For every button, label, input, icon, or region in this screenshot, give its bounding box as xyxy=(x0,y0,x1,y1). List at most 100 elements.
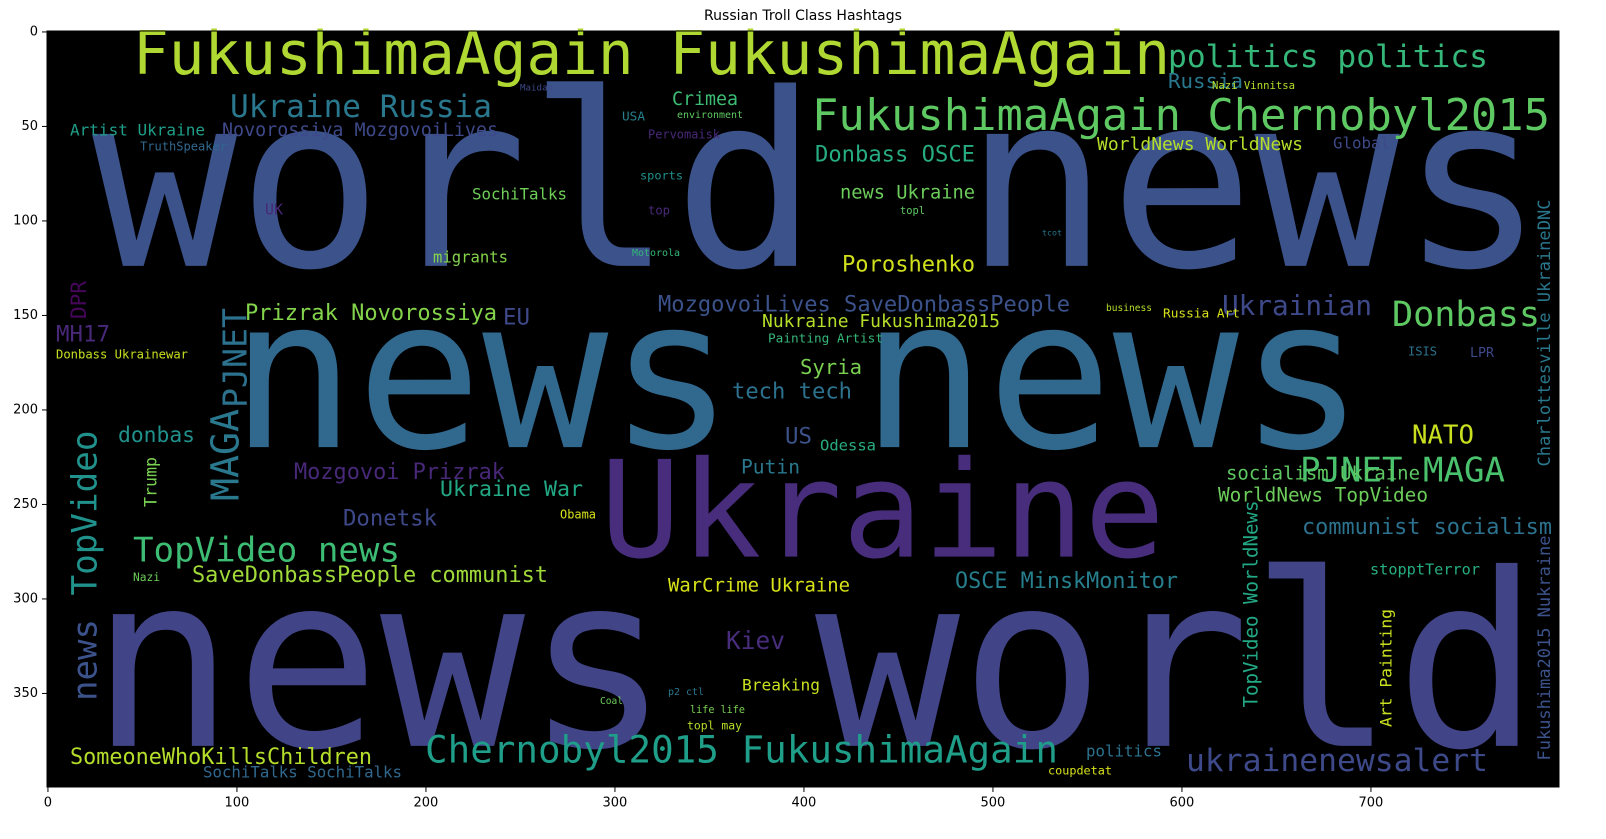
word: Painting Artist xyxy=(768,331,883,346)
x-tick-label: 300 xyxy=(603,796,628,811)
y-tick-label: 100 xyxy=(13,213,38,228)
x-tick-label: 400 xyxy=(792,796,817,811)
x-tick-label: 100 xyxy=(225,796,250,811)
word: Coal xyxy=(600,696,623,707)
word: Russia xyxy=(1168,69,1243,93)
y-tick-label: 300 xyxy=(13,591,38,606)
word: Syria xyxy=(800,355,862,379)
word: TruthSpeaker xyxy=(140,140,227,154)
word: TopVideo WorldNews xyxy=(1240,501,1263,708)
word: stopptTerror xyxy=(1370,561,1480,579)
word: MH17 xyxy=(56,322,110,348)
word: ukrainenewsalert xyxy=(1186,743,1488,779)
word: US xyxy=(785,424,812,450)
x-tick-label: 500 xyxy=(981,796,1006,811)
word: politics xyxy=(1086,742,1162,761)
word: MozgovoiLives SaveDonbassPeople xyxy=(658,292,1070,318)
word: EU xyxy=(503,305,530,331)
word: business xyxy=(1106,303,1152,314)
chart-title: Russian Troll Class Hashtags xyxy=(704,8,902,24)
word: SomeoneWhoKillsChildren xyxy=(70,745,372,770)
word: SaveDonbassPeople communist xyxy=(192,563,548,588)
word: Mozgovoi Prizrak xyxy=(294,460,505,485)
word: life life xyxy=(690,705,745,716)
word: news Ukraine xyxy=(840,183,975,204)
word: news news xyxy=(230,254,1365,497)
word: world news xyxy=(92,42,1545,323)
word: communist socialism xyxy=(1302,515,1552,540)
y-tick-label: 350 xyxy=(13,686,38,701)
word: UK xyxy=(265,201,283,219)
word: Ukraine Russia xyxy=(230,89,492,125)
word: top xyxy=(648,204,670,218)
word: Artist Ukraine xyxy=(70,121,205,140)
word: Ukraine xyxy=(600,433,1165,589)
y-tick-label: 250 xyxy=(13,497,38,512)
word: Poroshenko xyxy=(842,252,975,278)
word: news world xyxy=(90,522,1540,803)
word: sports xyxy=(640,169,683,183)
word: OSCE MinskMonitor xyxy=(955,569,1178,594)
word: WarCrime Ukraine xyxy=(668,575,850,597)
word: Charlottesville UkraineDNC xyxy=(1535,200,1555,467)
word: FukushimaAgain FukushimaAgain xyxy=(133,20,1170,89)
word: PJNET MAGA xyxy=(1300,451,1505,491)
word: topl may xyxy=(687,719,742,733)
x-tick-label: 0 xyxy=(44,796,52,811)
word: WorldNews TopVideo xyxy=(1218,484,1428,507)
y-tick-label: 200 xyxy=(13,402,38,417)
word: migrants xyxy=(433,249,508,267)
word: TopVideo news xyxy=(133,531,400,571)
word: topl xyxy=(900,205,925,217)
word: socialism Ukraine xyxy=(1226,463,1420,485)
word: Trump xyxy=(142,457,161,507)
word: Nazi Vinnitsa xyxy=(1212,80,1295,92)
word: WorldNews WorldNews xyxy=(1097,134,1303,155)
x-tick-label: 700 xyxy=(1359,796,1384,811)
word: Obama xyxy=(560,508,596,522)
word: coupdetat xyxy=(1048,764,1112,778)
word: Breaking xyxy=(742,676,820,695)
word: Motorola xyxy=(632,248,680,259)
axes-frame xyxy=(46,30,1560,788)
word: Ukrainian xyxy=(1222,289,1372,322)
word: Pervomaisk xyxy=(648,128,721,142)
word: Global xyxy=(1333,134,1390,153)
word: Maidan xyxy=(520,84,553,94)
word: Donbass Ukrainewar xyxy=(56,348,188,362)
word: donbas xyxy=(118,423,195,448)
x-tick-label: 200 xyxy=(414,796,439,811)
y-tick-label: 50 xyxy=(21,119,38,134)
word: ISIS xyxy=(1408,345,1437,359)
word: DPR xyxy=(67,281,91,319)
word: Novorossiya MozgovoiLives xyxy=(222,120,498,141)
word: SochiTalks xyxy=(472,185,567,204)
word: Russia Art xyxy=(1163,307,1240,322)
y-tick-label: 150 xyxy=(13,308,38,323)
image-background xyxy=(47,31,1559,787)
word: p2 ctl xyxy=(668,687,704,698)
word: Crimea xyxy=(672,89,738,110)
word: SochiTalks SochiTalks xyxy=(203,763,402,782)
word: politics politics xyxy=(1168,39,1488,75)
word: Donbass xyxy=(1392,294,1540,335)
word: USA xyxy=(622,109,645,124)
word: Fukushima2015 Nukraine xyxy=(1535,536,1555,761)
word: Nazi xyxy=(133,571,160,584)
word: PJNET xyxy=(216,308,255,408)
word: Odessa xyxy=(820,437,876,455)
y-tick-label: 0 xyxy=(30,24,38,39)
word: Prizrak Novorossiya xyxy=(245,301,497,326)
word: Chernobyl2015 FukushimaAgain xyxy=(425,728,1058,772)
word: tcot xyxy=(1042,228,1062,238)
word: FukushimaAgain Chernobyl2015 xyxy=(812,90,1550,141)
word: LPR xyxy=(1470,346,1494,361)
word: Donbass OSCE xyxy=(815,142,975,168)
word: Kiev xyxy=(726,626,785,655)
word: MAGA xyxy=(205,409,249,501)
word: tech tech xyxy=(732,379,852,405)
x-tick-label: 600 xyxy=(1170,796,1195,811)
